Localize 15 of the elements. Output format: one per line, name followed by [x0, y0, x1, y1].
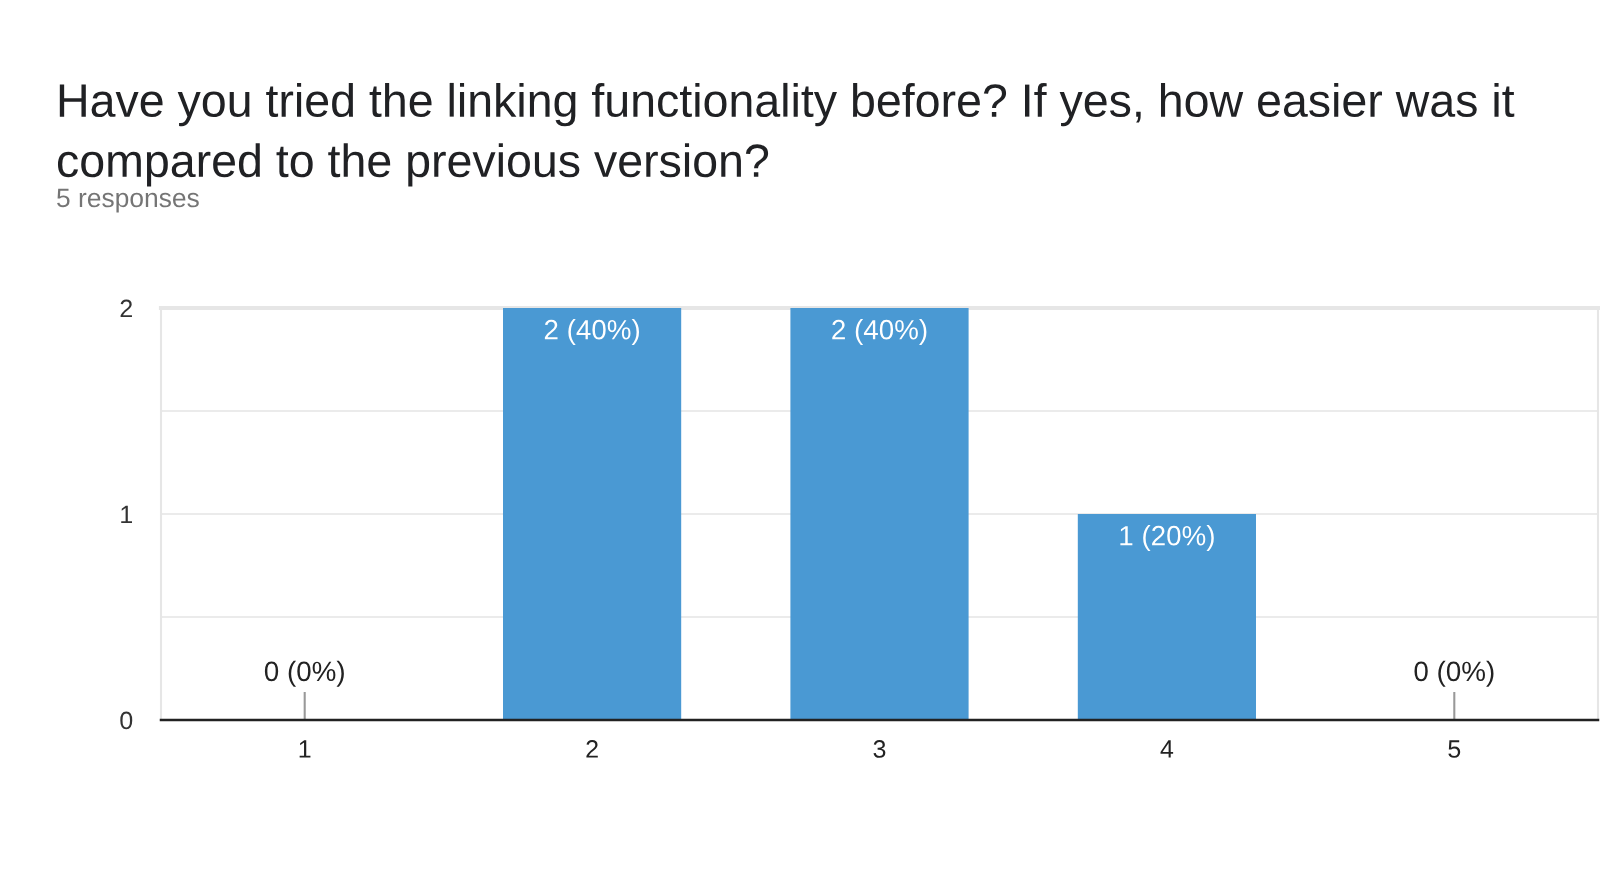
x-tick-label: 5 [1448, 740, 1461, 758]
data-label: 0 (0%) [1414, 660, 1494, 687]
data-label: 0 (0%) [264, 660, 344, 687]
data-label: 2 (40%) [832, 319, 927, 345]
y-tick-label: 1 [121, 505, 132, 524]
data-label: 1 (20%) [1120, 525, 1214, 551]
chart-subtitle: 5 responses [57, 188, 199, 213]
x-tick-label: 3 [873, 740, 886, 758]
y-tick-label: 0 [120, 711, 133, 730]
y-tick-label: 2 [120, 299, 132, 318]
data-label: 2 (40%) [544, 319, 640, 345]
x-tick-label: 1 [299, 740, 311, 758]
chart-title: Have you tried the linking functionality before? If yes, how easier was it compared to the previous version? [57, 82, 1515, 187]
x-tick-label: 4 [1160, 740, 1174, 758]
x-tick-label: 2 [586, 740, 598, 758]
